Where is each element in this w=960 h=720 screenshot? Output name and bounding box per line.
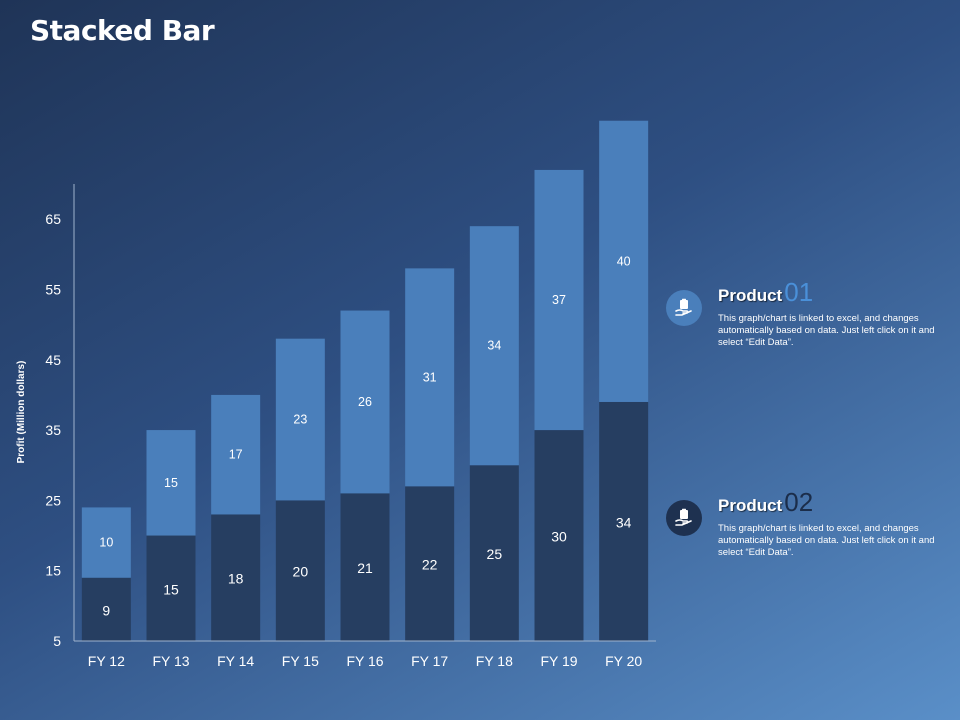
x-tick-labels: FY 12 FY 13 FY 14 FY 15 FY 16 FY 17 FY 18 FY 19… [88,653,643,669]
legend-icon-product-02 [666,500,702,536]
bar-segment [81,577,131,641]
bar-segment [599,120,649,402]
data-label: 17 [229,448,243,462]
data-label: 23 [293,413,307,427]
legend-description: This graph/chart is linked to excel, and… [718,313,935,348]
bar-segment [340,310,390,494]
data-label: 40 [617,254,631,268]
x-tick-label: FY 19 [540,653,577,669]
hand-with-clipboard-icon [675,508,692,526]
bar-segment [275,338,325,501]
bar-segment [469,465,519,641]
x-tick-label: FY 20 [605,653,642,669]
slide-title: Stacked Bar [30,14,215,47]
bar-segment [211,394,261,515]
data-label: 30 [551,529,567,545]
bar-segment [146,430,196,536]
hand-with-clipboard-icon [675,298,692,316]
bar-segment [534,430,584,641]
data-label: 25 [487,546,503,562]
bar-segment [275,500,325,641]
x-tick-label: FY 17 [411,653,448,669]
y-tick-label: 35 [45,422,61,438]
x-tick-label: FY 18 [476,653,513,669]
legend-name: Product [718,286,783,305]
y-tick-label: 65 [45,211,61,227]
x-tick-label: FY 16 [346,653,383,669]
y-tick-label: 5 [53,633,61,649]
x-tick-label: FY 15 [282,653,319,669]
legend-name: Product [718,496,783,515]
data-label: 21 [357,560,373,576]
bars-layer: 9 10 15 15 18 17 20 23 21 26 22 31 25 34 30 37 34 40 [81,120,649,641]
data-label: 15 [164,476,178,490]
data-label: 31 [423,370,437,384]
x-tick-label: FY 14 [217,653,254,669]
bar-segment [211,514,261,641]
data-label: 22 [422,557,438,573]
y-tick-labels: 5 15 25 35 45 55 65 [45,211,61,649]
data-label: 34 [616,514,632,530]
bar-segment [534,169,584,431]
bar-segment [405,268,455,487]
data-label: 26 [358,395,372,409]
x-tick-label: FY 13 [152,653,189,669]
data-label: 18 [228,571,244,587]
bar-segment [81,507,131,578]
data-label: 37 [552,293,566,307]
bar-segment [599,401,649,641]
y-tick-label: 25 [45,492,61,508]
bar-segment [340,493,390,641]
data-label: 10 [99,536,113,550]
data-label: 20 [293,564,309,580]
data-label: 15 [163,581,179,597]
legend-number: 01 [784,277,814,307]
bar-segment [405,486,455,641]
data-label: 34 [487,339,501,353]
bar-segment [146,535,196,641]
bar-segment [469,226,519,466]
y-axis-label: Profit (Million dollars) [16,361,27,464]
legend-number: 02 [784,487,814,517]
legend-description: This graph/chart is linked to excel, and… [718,523,935,558]
y-tick-label: 15 [45,563,61,579]
y-tick-label: 45 [45,352,61,368]
x-tick-label: FY 12 [88,653,125,669]
legend-icon-product-01 [666,290,702,326]
y-tick-label: 55 [45,281,61,297]
data-label: 9 [102,602,110,618]
